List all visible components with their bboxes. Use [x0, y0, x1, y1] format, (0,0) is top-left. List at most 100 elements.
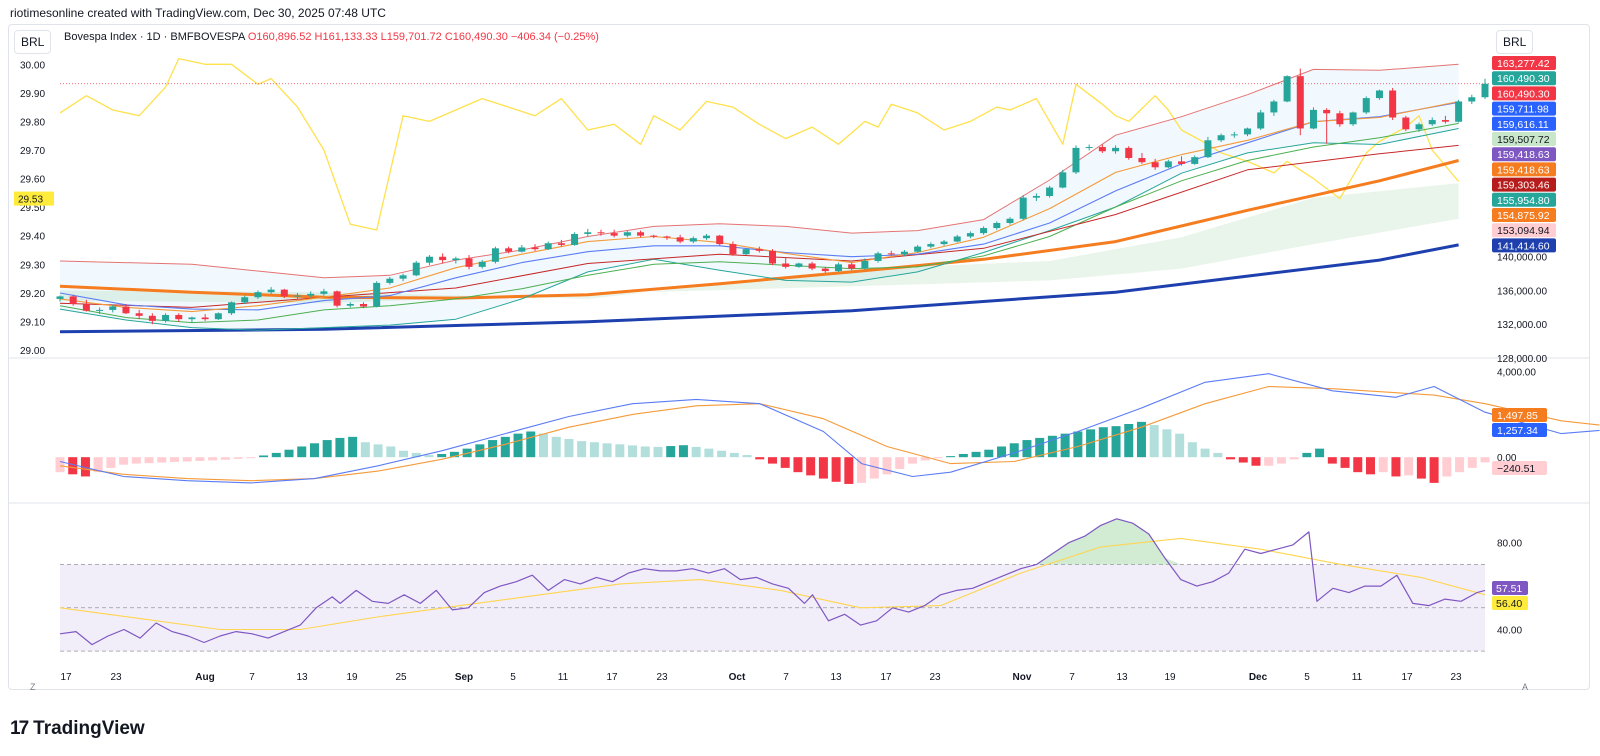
green-moving-average	[59, 122, 1459, 324]
macd-histogram-bar	[1251, 457, 1261, 466]
macd-histogram-bar	[984, 449, 994, 458]
tradingview-logo-icon: 17	[10, 718, 29, 739]
right-axis-tick: 128,000.00	[1497, 354, 1547, 365]
macd-histogram-bar	[1009, 443, 1019, 458]
time-axis-tick: Sep	[455, 672, 473, 683]
macd-histogram-bar	[958, 453, 968, 458]
candle-body	[320, 291, 328, 294]
time-axis-tick: 19	[346, 672, 358, 683]
candle-body	[940, 241, 948, 245]
candle-body	[584, 232, 592, 234]
macd-histogram-bar	[742, 455, 752, 458]
macd-histogram-bar	[1276, 457, 1286, 464]
macd-histogram-bar	[729, 452, 739, 458]
price-label-bg	[1492, 177, 1556, 192]
candle-body	[663, 236, 671, 238]
macd-histogram-bar	[895, 457, 905, 469]
long-blue-moving-average	[59, 243, 1459, 334]
rsi-axis-tick: 40.00	[1497, 625, 1522, 636]
macd-histogram-bar	[755, 457, 765, 460]
rsi-line	[59, 518, 1486, 646]
candle-body	[1336, 113, 1344, 125]
macd-histogram-bar	[373, 444, 383, 458]
bollinger-band-fill	[60, 64, 1459, 331]
price-label: 159,616.11	[1497, 119, 1549, 131]
time-axis-tick: Dec	[1249, 672, 1268, 683]
candle-body	[650, 235, 658, 237]
time-axis-tick: 17	[1401, 672, 1413, 683]
candle-body	[769, 250, 776, 264]
macd-histogram-bar	[844, 457, 854, 484]
macd-histogram-bar	[857, 457, 867, 483]
auto-scale-button[interactable]: A	[1522, 682, 1529, 692]
macd-histogram-bar	[1442, 457, 1452, 477]
macd-histogram-bar	[1467, 457, 1477, 468]
zoom-corner-left[interactable]: Z	[30, 682, 36, 692]
candle-body	[425, 256, 433, 263]
macd-label-bg	[1492, 408, 1547, 422]
macd-histogram-bar	[666, 446, 676, 458]
candle-body	[610, 233, 618, 236]
macd-histogram-bar	[704, 448, 714, 458]
rsi-label-bg	[1492, 581, 1528, 595]
candle-body	[254, 292, 262, 298]
candle-body	[1270, 101, 1278, 113]
orange-moving-average	[59, 100, 1459, 313]
candle-body	[280, 289, 288, 297]
price-label: 159,418.63	[1497, 149, 1550, 161]
rsi-axis-tick: 80.00	[1497, 539, 1522, 550]
candle-body	[1481, 83, 1489, 98]
time-axis-tick: 13	[1116, 672, 1128, 683]
currency-left-button[interactable]: BRL	[14, 30, 52, 54]
candle-body	[703, 235, 711, 239]
rsi-pane: 80.00 40.00 57.51 56.40	[59, 518, 1528, 652]
macd-histogram-bar	[1086, 429, 1096, 458]
macd-histogram-bar	[309, 443, 319, 458]
macd-histogram-bar	[157, 457, 167, 463]
macd-histogram-bar	[882, 457, 892, 475]
candle-body	[1402, 117, 1410, 130]
bollinger-lower-line	[59, 128, 1459, 331]
left-axis-marker: 29.53	[18, 195, 43, 206]
candle-body	[821, 268, 829, 272]
candle-body	[808, 263, 816, 269]
macd-histogram-bar	[1213, 452, 1223, 458]
macd-histogram-bar	[551, 436, 561, 458]
price-label-bg	[1492, 56, 1556, 70]
candle-body	[1019, 197, 1027, 219]
macd-histogram-bar	[818, 457, 828, 479]
macd-histogram-bar	[246, 457, 256, 459]
macd-histogram-bar	[1480, 457, 1490, 463]
candle-body	[676, 237, 684, 242]
candle-body	[1415, 124, 1423, 130]
candle-body	[1349, 112, 1357, 125]
candle-body	[1389, 90, 1397, 118]
chart-canvas[interactable]: 30.00 29.90 29.80 29.70 29.60 29.50 29.40 29.30…	[0, 0, 1600, 700]
macd-histogram-bar	[1035, 437, 1045, 458]
candle-body	[900, 251, 908, 255]
price-label-bg	[1492, 86, 1556, 101]
price-label-bg	[1492, 162, 1556, 177]
macd-histogram-bar	[577, 441, 587, 458]
macd-histogram-bar	[1162, 429, 1172, 458]
macd-histogram-bar	[768, 457, 777, 464]
macd-histogram-bar	[259, 455, 269, 458]
macd-histogram-bar	[1391, 457, 1401, 477]
price-label: 159,507.72	[1497, 134, 1550, 146]
candle-body	[1323, 109, 1331, 114]
rsi-label: 57.51	[1496, 583, 1522, 595]
macd-histogram-bar	[615, 444, 625, 458]
macd-histogram-bar	[1226, 457, 1236, 460]
candle-body	[782, 263, 790, 267]
candle-body	[980, 228, 988, 234]
currency-right-button[interactable]: BRL	[1496, 30, 1534, 54]
time-axis-tick: 11	[1352, 672, 1363, 683]
macd-histogram-bar	[449, 451, 459, 458]
time-axis-tick: 5	[510, 672, 516, 683]
macd-histogram-bar	[144, 457, 154, 464]
price-label: 154,875.92	[1497, 210, 1550, 222]
symbol-name[interactable]: Bovespa Index · 1D · BMFBOVESPA	[64, 31, 245, 43]
candle-body	[1296, 76, 1304, 129]
macd-label-bg	[1492, 461, 1547, 475]
macd-histogram-bar	[691, 446, 701, 458]
